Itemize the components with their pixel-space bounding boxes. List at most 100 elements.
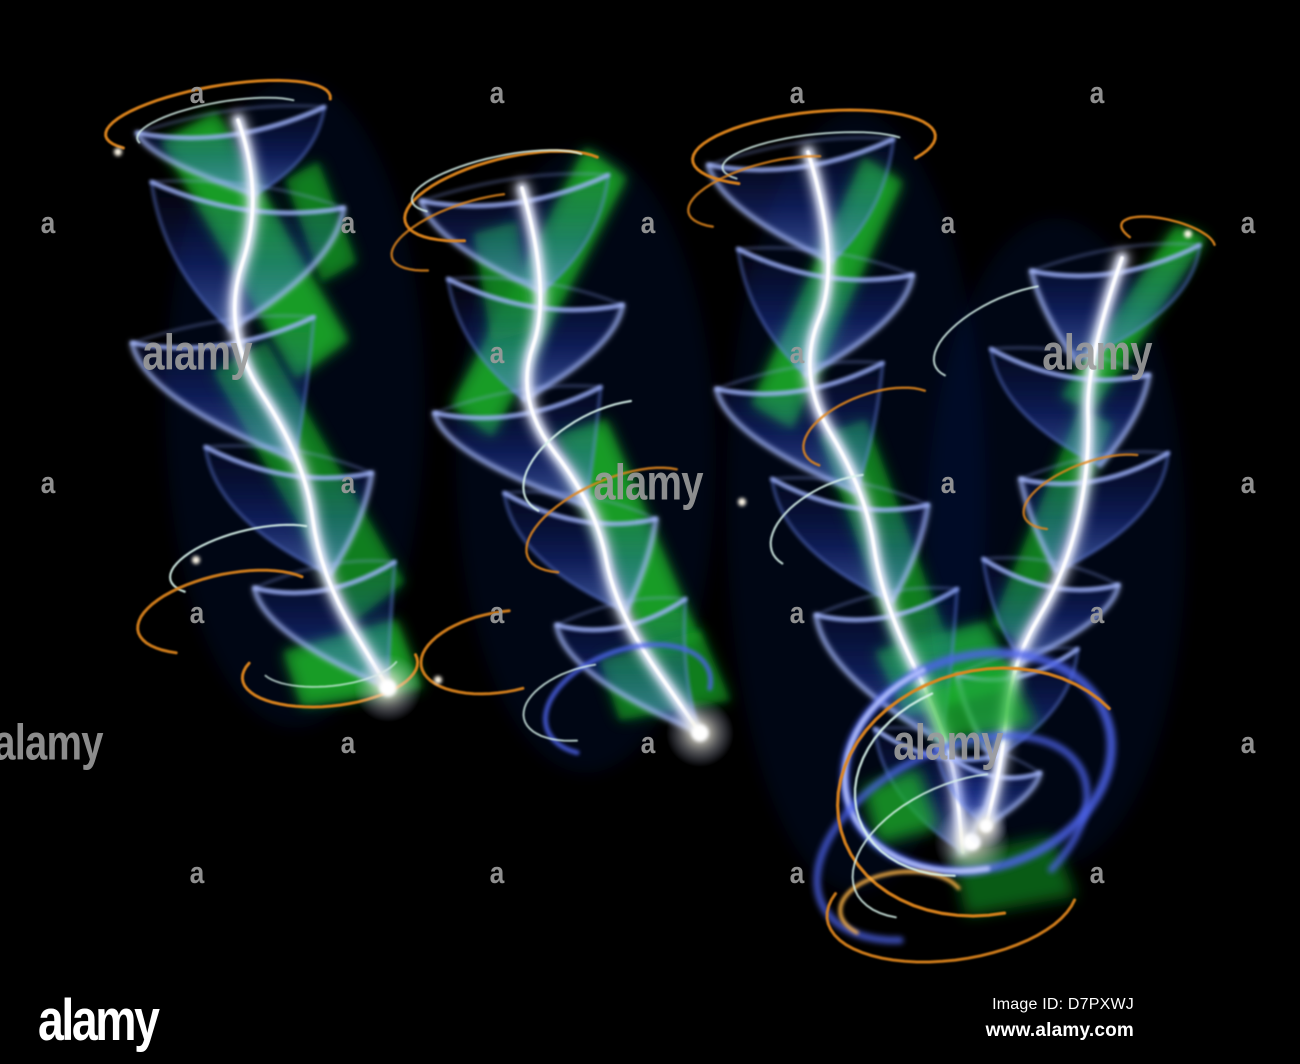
light-arc xyxy=(853,692,956,877)
light-arc xyxy=(522,663,597,742)
light-arc xyxy=(721,131,901,180)
cone-rim-highlight xyxy=(130,315,316,350)
green-light-streak xyxy=(862,768,938,844)
cone-rim-highlight xyxy=(203,445,374,480)
light-arc xyxy=(403,149,599,243)
watermark-a: a xyxy=(190,76,206,110)
light-arc xyxy=(136,96,295,144)
light-arc xyxy=(825,892,1077,964)
watermark-a: a xyxy=(1241,726,1257,760)
cone-edge-highlight xyxy=(135,131,257,197)
cone-rim-highlight xyxy=(770,477,930,512)
light-arc xyxy=(851,773,989,919)
light-painting-art: a a a a a a a a a a a alamy alamy a a a a alamy a a a a a a a ala… xyxy=(0,75,1257,964)
light-arc xyxy=(104,78,332,150)
watermark-a: a xyxy=(190,596,206,630)
light-arc xyxy=(687,154,822,228)
alamy-url-text: www.alamy.com xyxy=(985,1020,1134,1041)
light-arc xyxy=(136,568,304,655)
light-arc xyxy=(525,466,678,574)
watermark-a: a xyxy=(490,596,506,630)
cone-rim-highlight xyxy=(419,173,611,208)
cone-rim-back xyxy=(136,104,325,134)
white-ribbon-core xyxy=(232,118,390,690)
green-light-streak xyxy=(920,664,1036,744)
light-arc xyxy=(813,732,1091,944)
image-id-text: Image ID: D7PXWJ xyxy=(992,996,1134,1013)
light-arc xyxy=(932,285,1039,377)
watermark-alamy: alamy xyxy=(142,324,252,380)
loop-cluster xyxy=(813,648,1116,964)
watermark-a: a xyxy=(341,726,357,760)
watermark-a: a xyxy=(1090,596,1106,630)
cone-rim-highlight xyxy=(432,385,603,420)
watermark-a: a xyxy=(490,856,506,890)
light-arc xyxy=(1120,215,1216,246)
watermark-a: a xyxy=(790,596,806,630)
cone-rim-highlight xyxy=(135,105,327,140)
watermark-layer: a a a a a a a a a a a alamy alamy a a a a alamy a a a a a a a ala… xyxy=(0,76,1256,890)
tip-core xyxy=(980,820,992,832)
cone-edge-highlight xyxy=(1020,583,1121,664)
light-column xyxy=(104,78,425,728)
light-arc xyxy=(168,523,308,593)
light-painting-photo: a a a a a a a a a a a alamy alamy a a a a alamy a a a a a a a ala… xyxy=(0,75,1257,964)
watermark-a: a xyxy=(1241,466,1257,500)
light-column xyxy=(390,148,734,773)
cone-edge-highlight xyxy=(228,206,346,332)
bright-spot xyxy=(738,498,746,506)
watermark-a: a xyxy=(790,856,806,890)
bright-spot xyxy=(114,148,122,156)
watermark-alamy: alamy xyxy=(0,714,103,770)
cone-edge-highlight xyxy=(813,613,944,744)
watermark-alamy: alamy xyxy=(893,714,1003,770)
bright-spot xyxy=(1184,230,1192,238)
cone-edge-highlight xyxy=(432,411,588,508)
watermark-a: a xyxy=(941,466,957,500)
watermark-a: a xyxy=(1090,76,1106,110)
light-arc xyxy=(522,399,632,512)
light-arc xyxy=(542,642,714,756)
light-arc xyxy=(410,149,583,213)
watermark-a: a xyxy=(641,206,657,240)
watermark-a: a xyxy=(190,856,206,890)
light-arc xyxy=(769,473,864,565)
alamy-logo: alamy xyxy=(38,988,160,1053)
light-column xyxy=(687,108,1016,892)
cone-edge-highlight xyxy=(130,341,297,462)
tip-core xyxy=(692,725,708,741)
light-arc xyxy=(802,386,927,467)
cone-rim-back xyxy=(1030,242,1200,272)
light-arc xyxy=(842,667,991,874)
cone-rim-highlight xyxy=(989,347,1151,382)
cone-rim-highlight xyxy=(1018,451,1170,486)
watermark-a: a xyxy=(41,466,57,500)
watermark-a: a xyxy=(790,76,806,110)
tip-core xyxy=(380,680,396,696)
cone-rim-back xyxy=(983,556,1119,586)
watermark-a: a xyxy=(641,726,657,760)
light-arc xyxy=(390,193,506,272)
light-arc xyxy=(691,108,937,186)
cone-edge-highlight xyxy=(624,517,659,614)
watermark-a: a xyxy=(790,336,806,370)
watermark-a: a xyxy=(490,76,506,110)
cone-edge-highlight xyxy=(522,303,625,402)
light-arc xyxy=(835,666,1111,918)
alamy-footer-bar: alamy Image ID: D7PXWJ www.alamy.com xyxy=(0,984,1300,1064)
light-trails-layer xyxy=(104,78,1216,964)
watermark-alamy: alamy xyxy=(1042,324,1152,380)
watermark-alamy: alamy xyxy=(593,454,703,510)
light-arc xyxy=(419,609,525,696)
watermark-a: a xyxy=(341,466,357,500)
cone-rim-highlight xyxy=(714,361,885,396)
watermark-a: a xyxy=(41,206,57,240)
cone-rim-back xyxy=(1020,450,1169,480)
cone-rim-back xyxy=(990,346,1150,376)
light-arc xyxy=(1022,453,1139,531)
cone-rim-back xyxy=(420,172,609,202)
watermark-a: a xyxy=(341,206,357,240)
white-ribbon-core xyxy=(520,186,702,735)
watermark-a: a xyxy=(490,336,506,370)
